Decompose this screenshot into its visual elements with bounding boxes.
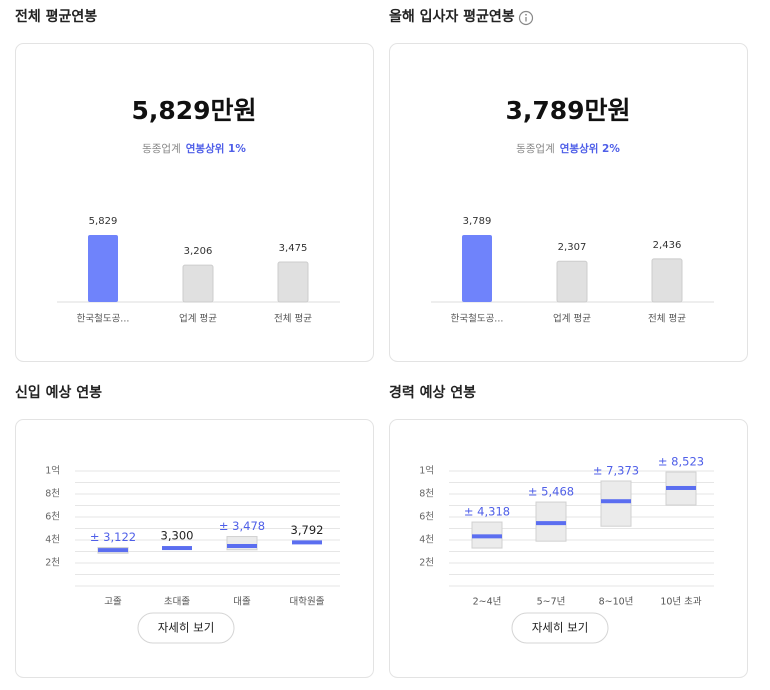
- value-bar: [666, 485, 696, 490]
- subline: 동종업계 연봉상위 1%: [142, 142, 246, 155]
- panel-title: 전체 평균연봉: [15, 8, 97, 25]
- x-tick-label: 한국철도공...: [77, 314, 130, 325]
- value-label: 2,307: [558, 242, 587, 253]
- button-label: 자세히 보기: [158, 621, 215, 635]
- x-tick-label: 전체 평균: [648, 314, 686, 325]
- sub-label: 동종업계: [516, 142, 555, 155]
- rank-label: 연봉상위 2%: [560, 142, 621, 155]
- info-icon[interactable]: [518, 10, 534, 26]
- value-label: 3,792: [291, 523, 324, 537]
- y-tick-label: 6천: [45, 512, 60, 523]
- button-box: [511, 612, 609, 644]
- value-bar: [472, 534, 502, 539]
- headline: 3,789만원: [505, 96, 630, 125]
- value-label: 2,436: [653, 240, 682, 251]
- x-tick-label: 초대졸: [164, 597, 190, 608]
- details-button[interactable]: 자세히 보기: [511, 612, 609, 644]
- x-tick-label: 고졸: [104, 597, 122, 608]
- x-tick-label: 한국철도공...: [451, 314, 504, 325]
- details-button[interactable]: 자세히 보기: [137, 612, 235, 644]
- card: [15, 419, 374, 678]
- value-bar: [98, 548, 128, 553]
- value-bar: [536, 521, 566, 526]
- rank-label: 연봉상위 1%: [186, 142, 247, 155]
- bar: [462, 235, 492, 302]
- value-label: ± 7,373: [593, 464, 639, 478]
- value-label: ± 3,478: [219, 519, 265, 533]
- range-box: [600, 480, 632, 527]
- y-tick-label: 1억: [45, 465, 60, 477]
- value-bar: [601, 499, 631, 504]
- bar: [277, 261, 309, 303]
- y-tick-label: 2천: [419, 558, 434, 569]
- y-tick-label: 2천: [45, 558, 60, 569]
- value-bar: [162, 546, 192, 551]
- value-label: 3,206: [184, 246, 213, 257]
- value-label: ± 5,468: [528, 485, 574, 499]
- value-label: 3,300: [161, 529, 194, 543]
- bar: [88, 235, 118, 302]
- panel-title: 신입 예상 연봉: [15, 385, 102, 401]
- y-tick-label: 4천: [419, 535, 434, 546]
- x-tick-label: 업계 평균: [553, 313, 591, 325]
- value-label: ± 8,523: [658, 455, 704, 469]
- value-label: 3,789: [463, 216, 492, 227]
- bar: [651, 258, 683, 303]
- x-tick-label: 5~7년: [537, 597, 566, 608]
- x-tick-label: 대학원졸: [290, 597, 325, 608]
- headline: 5,829만원: [131, 96, 256, 125]
- value-bar: [227, 544, 257, 549]
- x-tick-label: 8~10년: [599, 597, 634, 608]
- card: [389, 419, 748, 678]
- value-label: ± 4,318: [464, 505, 510, 519]
- bar: [556, 260, 588, 303]
- y-tick-label: 1억: [419, 465, 434, 477]
- value-label: ± 3,122: [90, 530, 136, 544]
- x-tick-label: 10년 초과: [660, 597, 702, 608]
- value-label: 5,829: [89, 216, 118, 227]
- y-tick-label: 8천: [45, 489, 60, 500]
- subline: 동종업계 연봉상위 2%: [516, 142, 620, 155]
- value-bar: [292, 540, 322, 545]
- panel-title: 경력 예상 연봉: [389, 384, 476, 401]
- y-tick-label: 6천: [419, 512, 434, 523]
- x-tick-label: 대졸: [233, 597, 251, 608]
- x-tick-label: 2~4년: [473, 597, 502, 608]
- button-box: [137, 612, 235, 644]
- x-tick-label: 전체 평균: [274, 314, 312, 325]
- button-label: 자세히 보기: [532, 621, 589, 635]
- y-tick-label: 4천: [45, 535, 60, 546]
- y-tick-label: 8천: [419, 489, 434, 500]
- bar: [182, 264, 214, 303]
- sub-label: 동종업계: [142, 142, 181, 155]
- x-tick-label: 업계 평균: [179, 313, 217, 325]
- panel-title: 올해 입사자 평균연봉: [389, 8, 515, 25]
- value-label: 3,475: [279, 243, 308, 254]
